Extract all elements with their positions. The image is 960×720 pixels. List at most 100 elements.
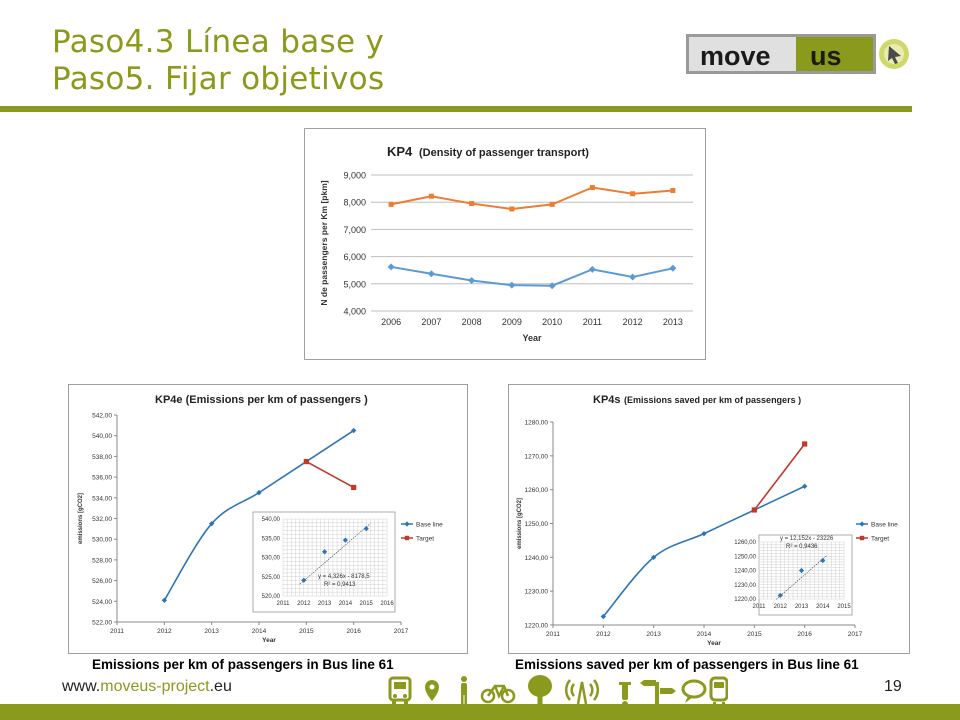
data-point — [670, 188, 676, 194]
y-tick-label: 532,00 — [92, 516, 112, 523]
title-line-1: Paso4.3 Línea base y — [52, 24, 385, 60]
data-point — [350, 427, 357, 434]
x-tick-label: 2012 — [596, 631, 611, 638]
y-tick-label: 5,000 — [343, 279, 366, 289]
kp4s-chart: KP4s (Emissions saved per km of passenger… — [517, 394, 898, 647]
x-tick-label: 2009 — [502, 317, 522, 327]
series-line — [305, 460, 355, 489]
legend-label: Base line — [871, 522, 898, 529]
legend-marker — [859, 535, 865, 541]
y-tick-label: 1240,00 — [525, 555, 549, 562]
x-tick-label: 2013 — [663, 317, 683, 327]
caption-right: Emissions saved per km of passengers in … — [515, 657, 859, 672]
y-tick-label: 7,000 — [343, 225, 366, 235]
legend-marker — [404, 535, 410, 541]
x-axis-label: Year — [522, 333, 542, 343]
data-point — [751, 507, 757, 513]
x-tick-label: 2013 — [646, 631, 661, 638]
inset-x-tick-label: 2011 — [277, 601, 291, 607]
chart-title: KP4s — [593, 394, 621, 406]
footer-icon-strip — [388, 675, 728, 707]
inset-r2: R² = 0,9413 — [324, 582, 356, 588]
inset-x-tick-label: 2015 — [837, 604, 851, 610]
y-axis-label: emissions [gCO2] — [78, 493, 84, 544]
caption-left: Emissions per km of passengers in Bus li… — [92, 657, 394, 672]
inset-equation: y = 12,152x - 23226 — [780, 536, 834, 542]
x-tick-label: 2016 — [797, 631, 812, 638]
inset-x-tick-label: 2014 — [816, 604, 830, 610]
data-point — [508, 281, 516, 289]
inset-chart: 520,00 525,00 530,00 535,00 540,00 2011 2012 20… — [252, 511, 396, 613]
y-axis-label: emissions [gCO2] — [517, 498, 523, 549]
y-tick-label: 1260,00 — [525, 487, 549, 494]
inset-x-tick-label: 2013 — [795, 604, 809, 610]
y-tick-label: 524,00 — [92, 599, 112, 606]
data-point — [548, 282, 556, 290]
kp4s-chart-frame: KP4s (Emissions saved per km of passenger… — [508, 384, 910, 654]
y-tick-label: 528,00 — [92, 557, 112, 564]
inset-data-point — [798, 567, 805, 574]
moveus-logo: move us — [686, 34, 909, 74]
footer-url-domain: moveus-project — [100, 678, 210, 695]
inset-y-tick-label: 535,00 — [262, 536, 281, 542]
data-point — [428, 193, 434, 199]
inset-y-tick-label: 540,00 — [262, 517, 281, 523]
data-point — [630, 191, 636, 197]
kp4e-chart-frame: KP4e (Emissions per km of passengers ) 52… — [68, 384, 468, 654]
data-point — [588, 265, 596, 273]
bicycle-icon — [480, 684, 516, 704]
x-tick-label: 2017 — [394, 628, 409, 635]
data-point — [387, 263, 395, 271]
data-point — [388, 201, 394, 207]
kp4e-chart: KP4e (Emissions per km of passengers ) 52… — [78, 394, 443, 644]
inset-x-tick-label: 2016 — [380, 601, 394, 607]
data-point — [509, 206, 515, 212]
inset-y-tick-label: 1240,00 — [734, 569, 756, 575]
series-line — [753, 443, 806, 511]
inset-y-tick-label: 1250,00 — [734, 554, 756, 560]
logo-text-us: us — [810, 41, 842, 71]
bus-icon — [388, 676, 412, 705]
data-point — [549, 201, 555, 207]
y-tick-label: 530,00 — [92, 537, 112, 544]
inset-frame — [252, 511, 396, 613]
legend: Base line Target — [401, 521, 443, 543]
chart-title: KP4e (Emissions per km of passengers ) — [155, 394, 368, 406]
y-tick-label: 1270,00 — [525, 453, 549, 460]
series-1 — [751, 441, 808, 513]
x-tick-label: 2013 — [204, 628, 219, 635]
y-tick-label: 8,000 — [343, 198, 366, 208]
slide-title: Paso4.3 Línea base y Paso5. Fijar objeti… — [52, 24, 384, 98]
inset-x-tick-label: 2012 — [774, 604, 788, 610]
y-tick-label: 6,000 — [343, 252, 366, 262]
data-point — [469, 201, 475, 207]
inset-trendline — [776, 555, 827, 600]
data-point — [303, 458, 309, 465]
title-divider — [0, 106, 912, 112]
x-tick-label: 2016 — [346, 628, 361, 635]
data-point — [468, 277, 476, 285]
data-point — [351, 484, 357, 491]
inset-x-tick-label: 2014 — [339, 601, 353, 607]
footer-url-link[interactable]: www.moveus-project.eu — [62, 678, 232, 696]
x-tick-label: 2011 — [110, 628, 124, 635]
y-tick-label: 540,00 — [92, 433, 112, 440]
x-tick-label: 2007 — [421, 317, 441, 327]
inset-data-point — [777, 592, 783, 599]
inset-x-tick-label: 2015 — [360, 601, 374, 607]
signpost-icon — [640, 680, 676, 706]
footer-url-prefix: www. — [62, 678, 101, 695]
legend-label: Base line — [416, 522, 443, 529]
inset-equation: y = 4,326x - 8178,5 — [318, 574, 370, 580]
series-0 — [388, 185, 676, 212]
y-tick-label: 1220,00 — [525, 623, 549, 630]
y-tick-label: 522,00 — [92, 620, 112, 627]
y-tick-label: 542,00 — [92, 413, 112, 420]
data-point — [589, 185, 595, 191]
train-icon — [709, 676, 728, 706]
inset-y-tick-label: 1230,00 — [734, 583, 756, 589]
y-tick-label: 9,000 — [343, 171, 366, 181]
x-tick-label: 2012 — [157, 628, 172, 635]
inset-y-tick-label: 530,00 — [262, 556, 281, 562]
antenna-icon — [565, 679, 599, 705]
